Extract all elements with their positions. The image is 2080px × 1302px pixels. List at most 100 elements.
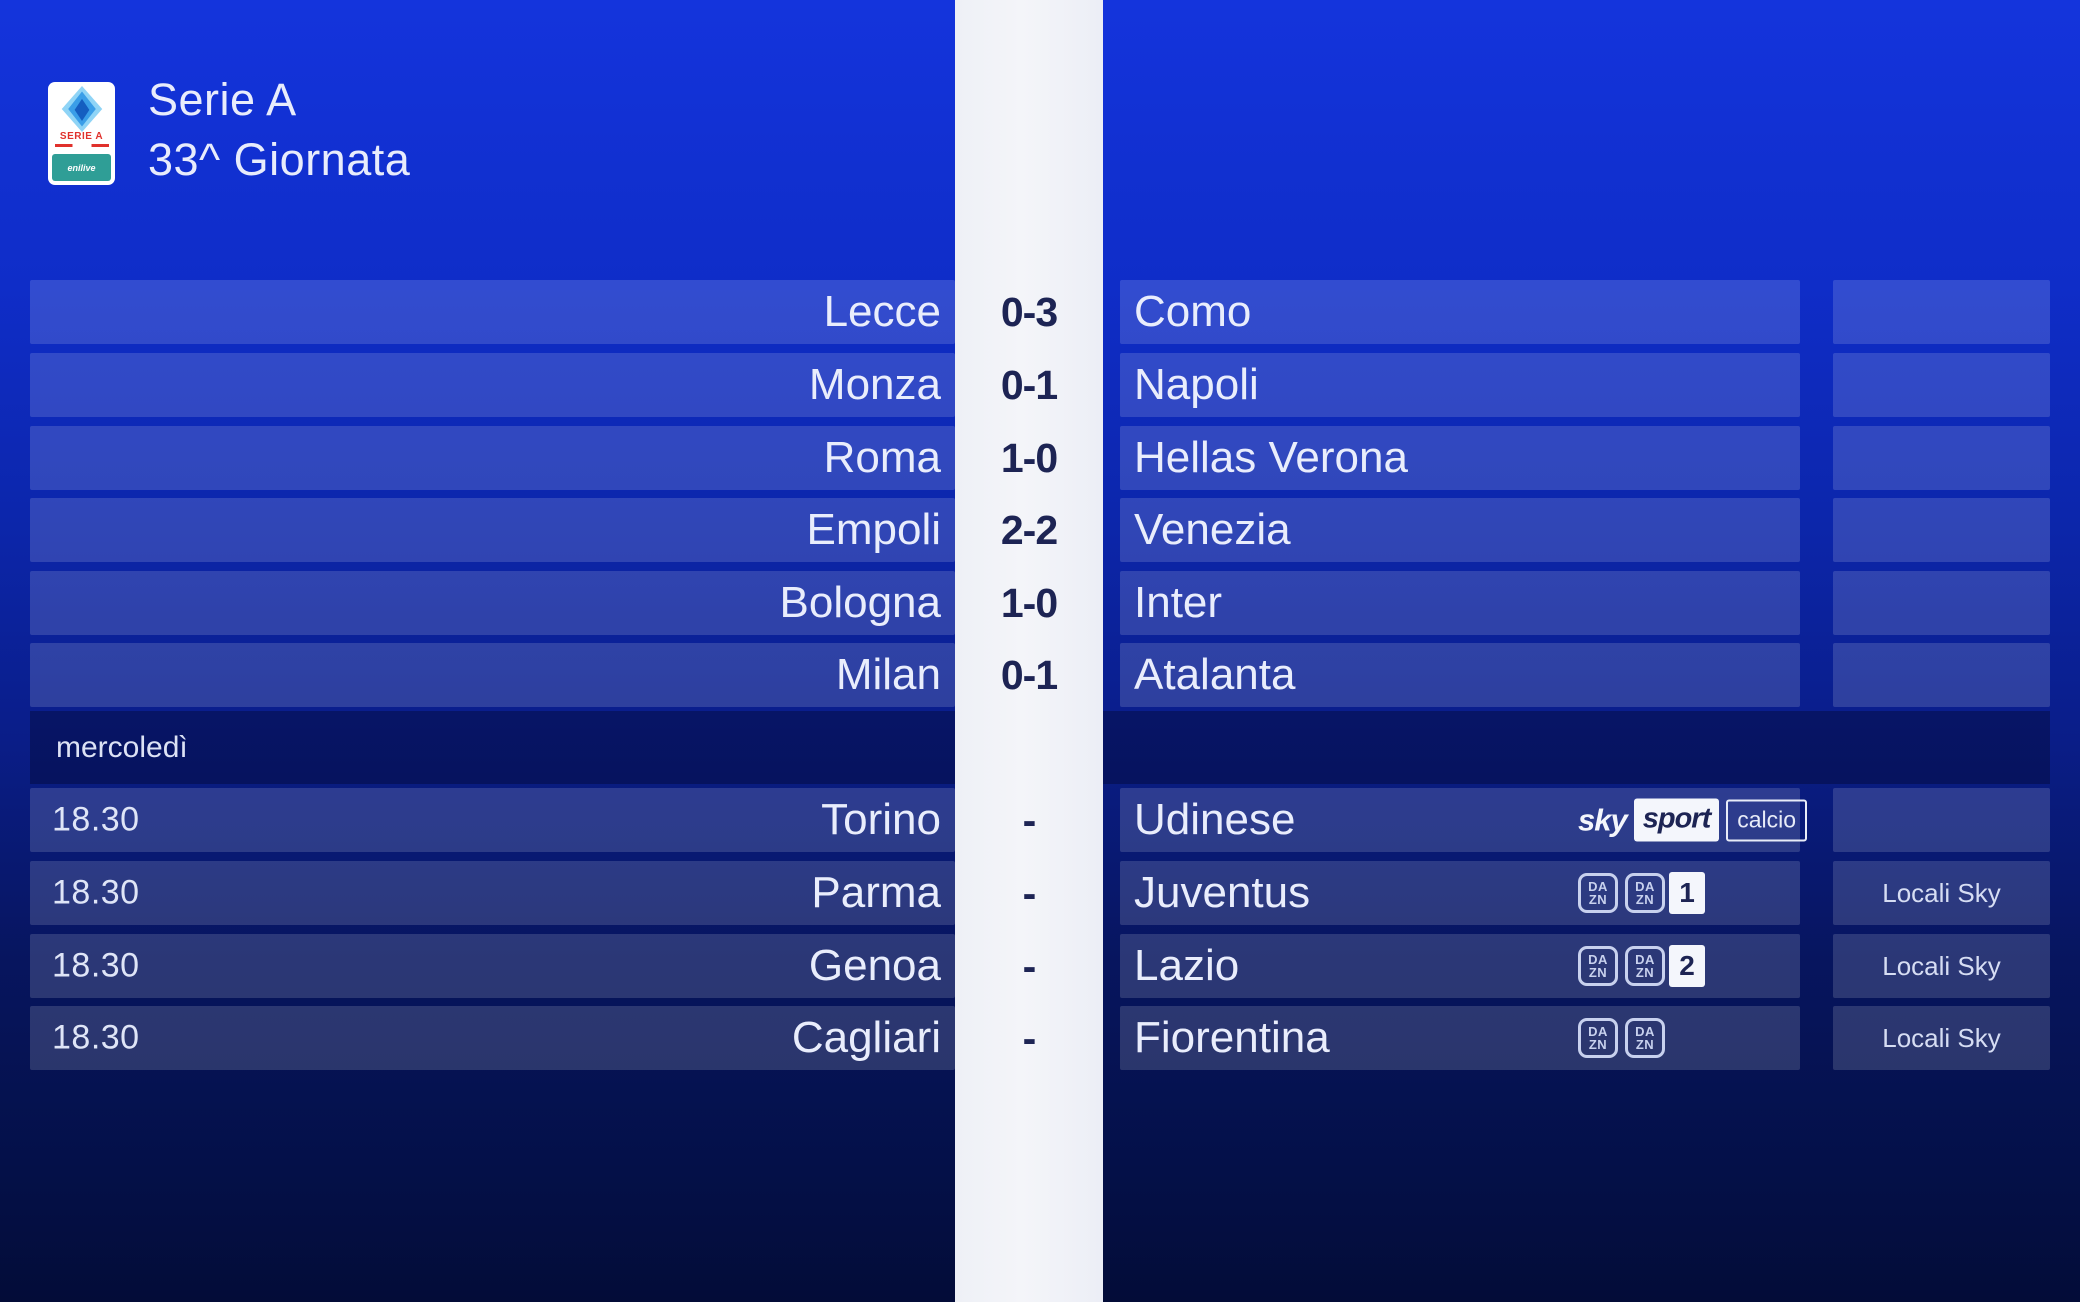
header-titles: Serie A 33^ Giornata	[148, 70, 410, 190]
dazn-logo-line1: DA	[1635, 952, 1655, 967]
result-row: Empoli 2-2 Venezia	[0, 498, 2080, 562]
dazn-logo-icon: DA ZN	[1625, 1018, 1665, 1058]
serie-a-logo-mark-icon	[61, 86, 102, 132]
fixture-row: 18.30 Parma - Juventus DA ZN DA ZN 1 Locali Sky	[0, 861, 2080, 925]
away-bar: Juventus DA ZN DA ZN 1	[1120, 861, 1800, 925]
away-team-name: Como	[1134, 287, 1252, 336]
home-bar: 18.30 Genoa	[30, 934, 955, 998]
dazn-badge-group: DA ZN	[1578, 946, 1618, 986]
kickoff-time: 18.30	[52, 873, 140, 912]
kickoff-time: 18.30	[52, 946, 140, 985]
dazn-logo-line2: ZN	[1635, 892, 1655, 907]
broadcast-bar	[1833, 353, 2050, 417]
score-strip	[955, 0, 1103, 1302]
dazn-logo-line2: ZN	[1588, 892, 1608, 907]
dazn-badges: DA ZN DA ZN 1	[1578, 872, 1705, 914]
broadcast-bar	[1833, 571, 2050, 635]
broadcast-bar: Locali Sky	[1833, 934, 2050, 998]
broadcast-bar	[1833, 426, 2050, 490]
sky-sport-calcio-badge: sky sport calcio	[1578, 798, 1808, 842]
dazn-channel-number: 1	[1669, 872, 1705, 914]
dazn-logo-line2: ZN	[1635, 965, 1655, 980]
broadcast-label: Locali Sky	[1882, 1022, 2001, 1053]
away-bar: Hellas Verona	[1120, 426, 1800, 490]
dazn-channel-number: 2	[1669, 945, 1705, 987]
serie-a-logo-bars	[54, 144, 109, 147]
fixture-row: 18.30 Torino - Udinese sky sport calcio	[0, 788, 2080, 852]
dazn-logo-line1: DA	[1588, 1024, 1608, 1039]
score-placeholder: -	[955, 861, 1103, 925]
away-team-name: Lazio	[1134, 941, 1240, 990]
kickoff-time: 18.30	[52, 1018, 140, 1057]
score-value: 0-1	[955, 643, 1103, 707]
score-value: 1-0	[955, 426, 1103, 490]
dazn-logo-icon: DA ZN	[1578, 1018, 1618, 1058]
serie-a-logo-sponsor: enilive	[52, 154, 111, 181]
score-text: 1-0	[1000, 434, 1058, 481]
competition-title: Serie A	[148, 74, 297, 125]
score-text: 0-1	[1000, 361, 1058, 408]
dazn-logo-icon: DA ZN	[1578, 946, 1618, 986]
serie-a-logo-wordmark: SERIE A	[59, 131, 104, 142]
broadcast-bar	[1833, 280, 2050, 344]
dazn-logo-line1: DA	[1588, 879, 1608, 894]
fixture-row: 18.30 Cagliari - Fiorentina DA ZN DA ZN Locali S…	[0, 1006, 2080, 1070]
broadcast-label: Locali Sky	[1882, 877, 2001, 908]
home-team-name: Torino	[821, 795, 941, 844]
dazn-logo-line2: ZN	[1588, 1037, 1608, 1052]
home-team-name: Roma	[823, 433, 941, 482]
home-team-name: Lecce	[823, 287, 941, 336]
score-value: 2-2	[955, 498, 1103, 562]
away-bar: Napoli	[1120, 353, 1800, 417]
home-team-name: Monza	[808, 360, 941, 409]
home-bar: Milan	[30, 643, 955, 707]
dazn-badge-group: DA ZN	[1578, 1018, 1618, 1058]
score-text: -	[1022, 796, 1037, 843]
away-team-name: Venezia	[1134, 505, 1291, 554]
away-bar: Venezia	[1120, 498, 1800, 562]
broadcast-bar: Locali Sky	[1833, 1006, 2050, 1070]
broadcast-bar: Locali Sky	[1833, 861, 2050, 925]
dazn-logo-line1: DA	[1635, 879, 1655, 894]
away-bar: Udinese sky sport calcio	[1120, 788, 1808, 852]
away-bar: Atalanta	[1120, 643, 1800, 707]
away-bar: Como	[1120, 280, 1800, 344]
dazn-logo-icon: DA ZN	[1625, 946, 1665, 986]
broadcast-bar	[1833, 788, 2050, 852]
home-bar: 18.30 Parma	[30, 861, 955, 925]
away-bar: Lazio DA ZN DA ZN 2	[1120, 934, 1800, 998]
home-team-name: Cagliari	[791, 1013, 941, 1062]
score-text: -	[1022, 1014, 1037, 1061]
home-bar: Empoli	[30, 498, 955, 562]
dazn-badges: DA ZN DA ZN	[1578, 1018, 1665, 1058]
dazn-badges: DA ZN DA ZN 2	[1578, 945, 1705, 987]
away-team-name: Atalanta	[1134, 650, 1296, 699]
home-team-name: Bologna	[779, 578, 941, 627]
home-bar: Bologna	[30, 571, 955, 635]
score-value: 1-0	[955, 571, 1103, 635]
home-team-name: Parma	[811, 868, 941, 917]
dazn-logo-icon: DA ZN	[1625, 873, 1665, 913]
score-text: 2-2	[1000, 506, 1058, 553]
home-bar: Lecce	[30, 280, 955, 344]
dazn-logo-icon: DA ZN	[1578, 873, 1618, 913]
score-text: -	[1022, 869, 1037, 916]
score-placeholder: -	[955, 934, 1103, 998]
sky-calcio-logo: calcio	[1726, 799, 1808, 841]
home-team-name: Empoli	[806, 505, 942, 554]
score-placeholder: -	[955, 1006, 1103, 1070]
home-team-name: Milan	[835, 650, 941, 699]
score-value: 0-3	[955, 280, 1103, 344]
sky-logo: sky	[1578, 802, 1628, 837]
result-row: Roma 1-0 Hellas Verona	[0, 426, 2080, 490]
score-text: 0-1	[1000, 651, 1058, 698]
home-bar: Roma	[30, 426, 955, 490]
dazn-badge-group: DA ZN 1	[1625, 872, 1705, 914]
home-bar: 18.30 Torino	[30, 788, 955, 852]
home-bar: 18.30 Cagliari	[30, 1006, 955, 1070]
away-bar: Fiorentina DA ZN DA ZN	[1120, 1006, 1800, 1070]
dazn-logo-line1: DA	[1635, 1024, 1655, 1039]
home-team-name: Genoa	[808, 941, 941, 990]
result-row: Bologna 1-0 Inter	[0, 571, 2080, 635]
